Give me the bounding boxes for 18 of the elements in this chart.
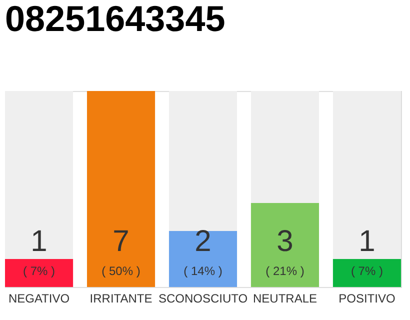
chart-title: 08251643345: [5, 0, 226, 39]
x-tick-label: NEGATIVO: [8, 292, 70, 306]
annotation: ( 7% ): [350, 264, 383, 278]
data-label: 3: [276, 225, 294, 258]
data-label: 1: [30, 225, 48, 258]
annotation: ( 7% ): [23, 264, 56, 278]
annotation: ( 21% ): [266, 264, 304, 278]
x-tick-label: POSITIVO: [338, 292, 396, 306]
bar: [5, 259, 74, 287]
annotation: ( 50% ): [102, 264, 140, 278]
annotation: ( 14% ): [184, 264, 222, 278]
data-label: 1: [358, 225, 376, 258]
bar: [332, 259, 401, 287]
data-label: 2: [194, 225, 212, 258]
x-tick-label: NEUTRALE: [252, 292, 317, 306]
x-tick-label: IRRITANTE: [90, 292, 152, 306]
data-label: 7: [112, 225, 130, 258]
x-tick-label: SCONOSCIUTO: [158, 292, 248, 306]
